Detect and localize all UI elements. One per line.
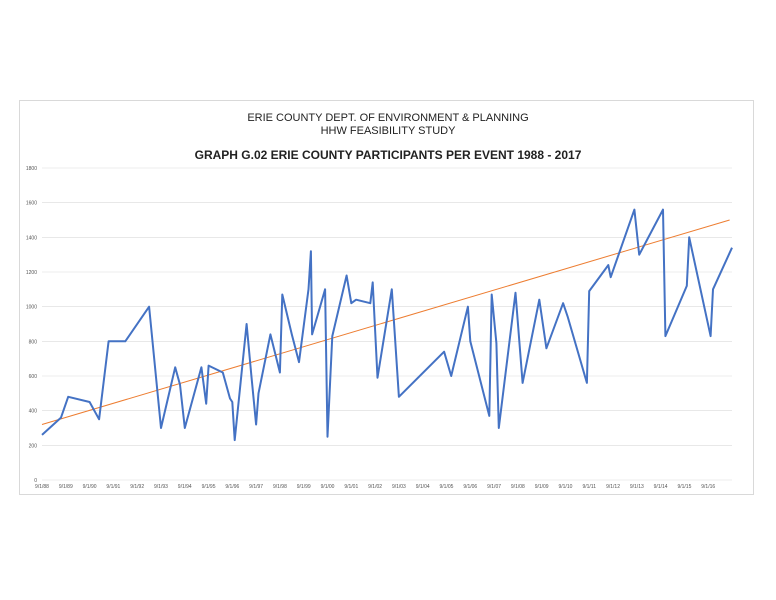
x-tick-label: 9/1/12: [606, 484, 620, 490]
x-tick-label: 9/1/91: [106, 484, 120, 490]
x-tick-label: 9/1/94: [178, 484, 192, 490]
study-heading: HHW FEASIBILITY STUDY: [320, 125, 456, 137]
chart-area-border: [19, 100, 754, 495]
x-tick-label: 9/1/02: [368, 484, 382, 490]
x-tick-label: 9/1/00: [321, 484, 335, 490]
x-tick-label: 9/1/13: [630, 484, 644, 490]
x-tick-label: 9/1/09: [535, 484, 549, 490]
x-tick-label: 9/1/03: [392, 484, 406, 490]
x-tick-label: 9/1/01: [344, 484, 358, 490]
y-tick-label: 400: [29, 409, 38, 415]
y-tick-label: 800: [29, 339, 38, 345]
x-tick-label: 9/1/06: [463, 484, 477, 490]
org-heading: ERIE COUNTY DEPT. OF ENVIRONMENT & PLANN…: [247, 112, 529, 124]
x-tick-label: 9/1/92: [130, 484, 144, 490]
x-tick-label: 9/1/14: [654, 484, 668, 490]
y-tick-label: 1200: [26, 270, 37, 276]
x-tick-label: 9/1/89: [59, 484, 73, 490]
x-tick-label: 9/1/08: [511, 484, 525, 490]
x-tick-label: 9/1/99: [297, 484, 311, 490]
y-tick-label: 1400: [26, 235, 37, 241]
y-tick-label: 0: [34, 478, 37, 484]
y-tick-label: 200: [29, 443, 38, 449]
x-tick-label: 9/1/05: [440, 484, 454, 490]
y-tick-label: 1800: [26, 166, 37, 172]
x-tick-label: 9/1/11: [582, 484, 596, 490]
chart-title: GRAPH G.02 ERIE COUNTY PARTICIPANTS PER …: [194, 148, 582, 162]
x-tick-label: 9/1/98: [273, 484, 287, 490]
x-tick-label: 9/1/15: [677, 484, 691, 490]
x-tick-label: 9/1/93: [154, 484, 168, 490]
x-tick-label: 9/1/90: [83, 484, 97, 490]
x-tick-label: 9/1/10: [558, 484, 572, 490]
x-tick-label: 9/1/96: [225, 484, 239, 490]
y-tick-label: 1600: [26, 201, 37, 207]
x-tick-label: 9/1/97: [249, 484, 263, 490]
x-tick-label: 9/1/04: [416, 484, 430, 490]
x-tick-label: 9/1/07: [487, 484, 501, 490]
participants-series-line: [41, 208, 733, 442]
y-tick-label: 600: [29, 374, 38, 380]
x-tick-label: 9/1/16: [701, 484, 715, 490]
x-tick-label: 9/1/95: [202, 484, 216, 490]
x-tick-label: 9/1/88: [35, 484, 49, 490]
y-tick-label: 1000: [26, 305, 37, 311]
